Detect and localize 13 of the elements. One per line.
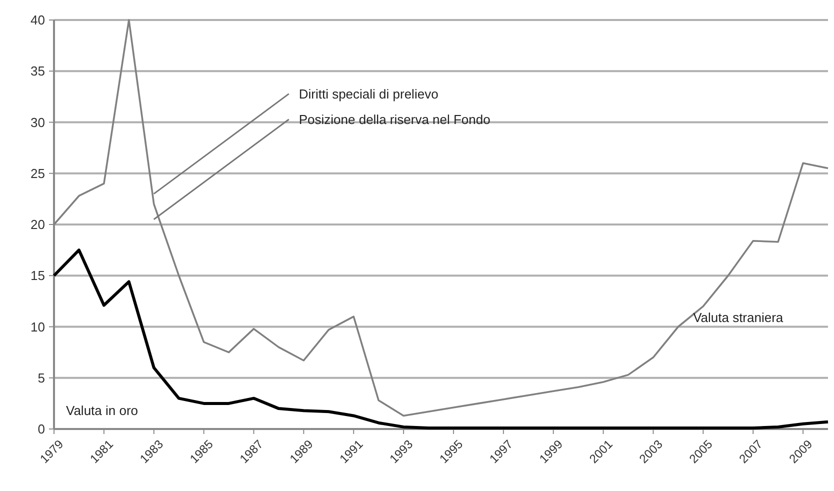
y-tick-label: 10 — [30, 319, 45, 334]
y-tick-label: 25 — [30, 166, 45, 181]
y-tick-label: 40 — [30, 12, 45, 28]
y-tick-label: 30 — [30, 114, 45, 130]
y-tick-label: 0 — [38, 422, 45, 437]
y-tick-label: 15 — [30, 268, 45, 284]
annotation: Diritti speciali di prelievo — [298, 86, 438, 102]
annotation: Posizione della riserva nel Fondo — [298, 112, 490, 127]
y-tick-label: 35 — [30, 64, 45, 79]
text: Valuta in oro — [66, 403, 138, 418]
y-tick-label: 5 — [38, 370, 45, 386]
series-label: Valuta straniera — [693, 310, 784, 325]
y-tick-label: 20 — [30, 217, 45, 232]
